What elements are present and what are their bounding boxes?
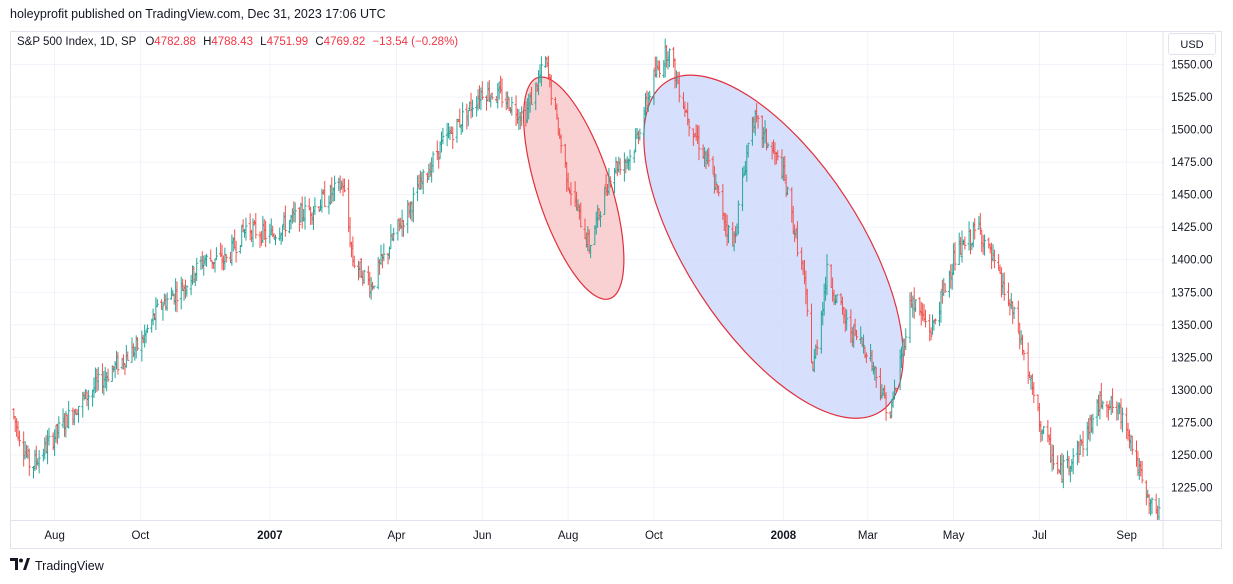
red-ellipse-annotation [523,76,625,300]
x-tick-label: Jul [1032,530,1047,542]
close-value: 4769.82 [323,36,366,48]
x-tick-label: Oct [131,530,150,542]
change-value: −13.54 (−0.28%) [372,36,459,48]
y-tick-label: 1275.00 [1171,417,1213,429]
x-tick-label: Jun [473,530,492,542]
high-label: H [203,36,212,48]
close-label: C [315,36,324,48]
x-tick-label: May [943,530,965,542]
x-tick-label: 2008 [771,530,797,542]
x-tick-label: 2007 [257,530,283,542]
open-label: O [145,36,155,48]
ohlc-legend: S&P 500 Index, 1D, SP O4782.88 H4788.43 … [17,36,462,48]
y-tick-label: 1300.00 [1171,385,1213,397]
publisher-header: holeyprofit published on TradingView.com… [10,7,386,21]
x-tick-label: Aug [558,530,578,542]
y-tick-label: 1475.00 [1171,157,1213,169]
symbol-label[interactable]: S&P 500 Index, 1D, SP [17,36,137,48]
x-tick-label: Apr [388,530,406,542]
y-tick-label: 1225.00 [1171,482,1213,494]
tradingview-brand[interactable]: TradingView [35,558,104,573]
currency-button[interactable]: USD [1168,33,1216,55]
x-tick-label: Aug [44,530,64,542]
open-value: 4782.88 [154,36,196,48]
y-tick-label: 1350.00 [1171,320,1213,332]
x-tick-label: Oct [645,530,664,542]
x-tick-label: Mar [858,530,878,542]
footer: TradingView [10,558,104,573]
y-tick-label: 1550.00 [1171,60,1213,72]
low-label: L [260,36,267,48]
y-tick-label: 1375.00 [1171,287,1213,299]
x-tick-label: Sep [1116,530,1136,542]
tradingview-logo-icon[interactable] [10,558,30,573]
y-tick-label: 1325.00 [1171,352,1213,364]
y-tick-label: 1250.00 [1171,450,1213,462]
y-tick-label: 1450.00 [1171,190,1213,202]
y-tick-label: 1400.00 [1171,255,1213,267]
high-value: 4788.43 [211,36,253,48]
y-tick-label: 1525.00 [1171,92,1213,104]
y-tick-label: 1500.00 [1171,125,1213,137]
y-tick-label: 1425.00 [1171,222,1213,234]
low-value: 4751.99 [266,36,309,48]
